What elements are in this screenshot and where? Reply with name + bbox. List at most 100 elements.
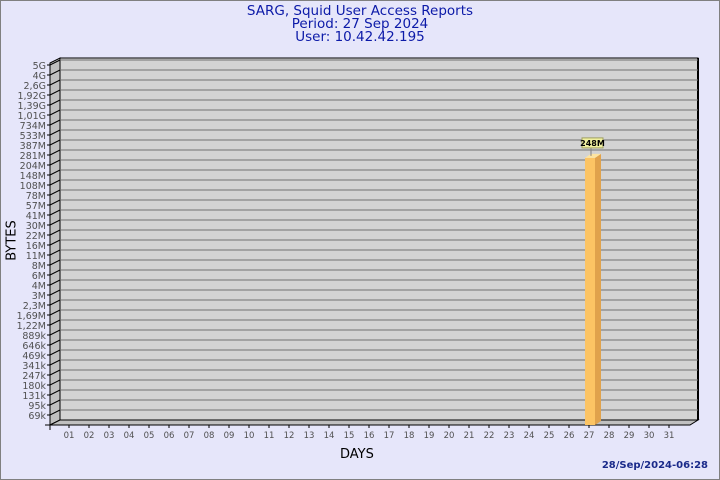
x-tick-label: 10 [244, 431, 255, 441]
y-tick-label: 148M [20, 171, 46, 182]
x-tick-label: 09 [224, 431, 235, 441]
y-tick-label: 1,22M [17, 321, 46, 332]
y-tick-label: 180k [22, 381, 46, 392]
y-tick-diagonal [49, 199, 61, 206]
x-tick-label: 08 [204, 431, 215, 441]
y-tick-diagonal [49, 389, 61, 396]
y-tick-diagonal [49, 289, 61, 296]
x-tick-label: 11 [264, 431, 275, 441]
x-tick-label: 23 [504, 431, 515, 441]
y-tick-label: 1,01G [17, 111, 46, 122]
y-tick-diagonal [49, 229, 61, 236]
y-tick-label: 4G [33, 71, 46, 82]
chart-title: SARG, Squid User Access Reports [246, 3, 474, 19]
x-tick-label: 20 [444, 431, 455, 441]
y-tick-label: 11M [26, 251, 46, 262]
y-tick-diagonal [49, 369, 61, 376]
x-tick-label: 28 [604, 431, 615, 441]
x-tick-label: 13 [304, 431, 315, 441]
y-tick-label: 1,69M [17, 311, 46, 322]
y-tick-label: 2,3M [23, 301, 46, 312]
y-tick-label: 1,92G [17, 91, 46, 102]
y-tick-diagonal [49, 379, 61, 386]
x-tick-label: 27 [584, 431, 595, 441]
x-tick-label: 12 [284, 431, 295, 441]
y-tick-label: 41M [26, 211, 46, 222]
y-tick-diagonal [49, 109, 61, 116]
y-tick-diagonal [49, 219, 61, 226]
x-tick-label: 05 [144, 431, 155, 441]
y-tick-label: 734M [20, 121, 46, 132]
y-tick-diagonal [49, 239, 61, 246]
y-tick-label: 131k [22, 391, 46, 402]
y-tick-label: 16M [26, 241, 46, 252]
y-tick-diagonal [49, 89, 61, 96]
x-tick-label: 04 [124, 431, 135, 441]
data-label-27: 248M [580, 139, 605, 148]
y-tick-diagonal [49, 299, 61, 306]
y-tick-diagonal [49, 359, 61, 366]
y-tick-diagonal [49, 59, 61, 66]
x-tick-label: 03 [104, 431, 115, 441]
y-axis-label: BYTES [4, 220, 20, 261]
x-tick-label: 01 [64, 431, 75, 441]
y-tick-label: 469k [22, 351, 46, 362]
x-tick-label: 30 [644, 431, 655, 441]
y-tick-label: 78M [26, 191, 46, 202]
y-tick-diagonal [49, 329, 61, 336]
x-tick-label: 25 [544, 431, 555, 441]
y-tick-diagonal [49, 279, 61, 286]
bar-27 [585, 157, 595, 426]
y-tick-diagonal [49, 169, 61, 176]
y-tick-label: 8M [32, 261, 46, 272]
y-tick-diagonal [49, 209, 61, 216]
x-tick-label: 15 [344, 431, 355, 441]
y-tick-diagonal [49, 99, 61, 106]
x-tick-label: 16 [364, 431, 375, 441]
y-tick-label: 2,6G [24, 81, 46, 92]
x-tick-label: 19 [424, 431, 435, 441]
y-tick-label: 30M [26, 221, 46, 232]
y-tick-diagonal [49, 189, 61, 196]
y-tick-label: 1,39G [17, 101, 46, 112]
y-tick-label: 281M [20, 151, 46, 162]
x-tick-label: 17 [384, 431, 395, 441]
y-tick-label: 646k [22, 341, 46, 352]
y-tick-label: 387M [20, 141, 46, 152]
y-tick-diagonal [49, 79, 61, 86]
x-tick-label: 21 [464, 431, 475, 441]
x-tick-label: 31 [664, 431, 675, 441]
back-wall [59, 57, 699, 421]
y-tick-diagonal [49, 409, 61, 416]
y-tick-label: 6M [32, 271, 46, 282]
y-tick-label: 889k [22, 331, 46, 342]
x-axis-label: DAYS [340, 447, 374, 462]
y-tick-diagonal [49, 69, 61, 76]
x-tick-label: 24 [524, 431, 535, 441]
x-tick-label: 07 [184, 431, 195, 441]
y-tick-diagonal [49, 399, 61, 406]
x-tick-label: 22 [484, 431, 495, 441]
y-tick-label: 533M [20, 131, 46, 142]
y-tick-label: 4M [32, 281, 46, 292]
generated-timestamp: 28/Sep/2024-06:28 [601, 460, 708, 471]
y-tick-diagonal [49, 249, 61, 256]
y-tick-diagonal [49, 149, 61, 156]
y-tick-label: 69k [28, 411, 46, 422]
data-label-box [581, 137, 604, 149]
y-tick-label: 5G [33, 61, 46, 72]
chart-period: Period: 27 Sep 2024 [291, 16, 429, 32]
x-tick-label: 29 [624, 431, 635, 441]
y-tick-diagonal [49, 309, 61, 316]
y-tick-diagonal [49, 179, 61, 186]
x-tick-label: 02 [84, 431, 95, 441]
y-tick-diagonal [49, 119, 61, 126]
y-tick-label: 341k [22, 361, 46, 372]
x-tick-label: 14 [324, 431, 335, 441]
y-tick-label: 95k [28, 401, 46, 412]
y-tick-label: 204M [20, 161, 46, 172]
y-tick-diagonal [49, 159, 61, 166]
x-tick-label: 26 [564, 431, 575, 441]
y-tick-label: 3M [32, 291, 46, 302]
